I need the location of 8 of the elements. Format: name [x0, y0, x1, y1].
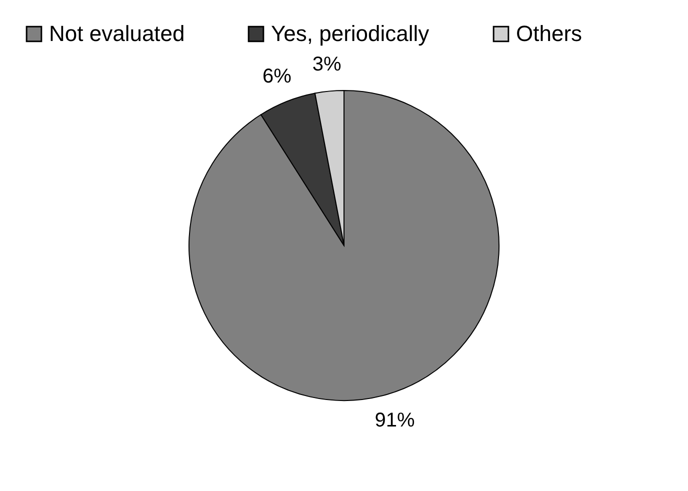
data-label: 3%	[312, 53, 342, 76]
data-label: 6%	[262, 65, 292, 88]
legend-label: Yes, periodically	[271, 21, 430, 46]
pie-slice	[260, 92, 344, 246]
legend-label: Others	[516, 21, 582, 46]
data-label: 91%	[374, 409, 416, 432]
legend-label: Not evaluated	[49, 21, 185, 46]
pie-slice	[188, 90, 500, 401]
